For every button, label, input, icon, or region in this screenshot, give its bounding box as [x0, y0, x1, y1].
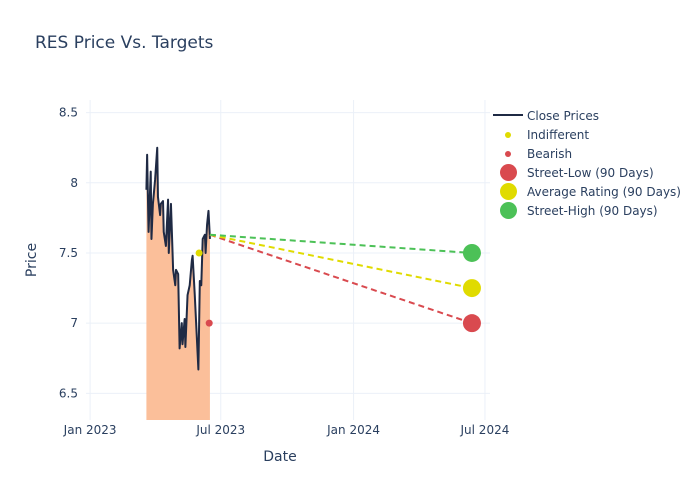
legend-label: Bearish	[527, 146, 573, 161]
target-marker	[462, 314, 481, 333]
legend-symbol	[492, 182, 526, 201]
x-axis-label: Date	[263, 449, 296, 465]
target-line	[209, 233, 473, 254]
legend-item[interactable]: Street-Low (90 Days)	[492, 163, 681, 182]
x-tick-label: Jul 2024	[460, 423, 510, 437]
y-tick-label: 8.5	[59, 106, 78, 120]
gridlines	[86, 100, 490, 420]
legend-symbol	[492, 163, 526, 182]
target-line	[209, 233, 473, 290]
legend-label: Street-High (90 Days)	[527, 203, 658, 218]
legend-symbol	[492, 201, 526, 220]
y-tick-label: 7	[70, 316, 78, 330]
plot-area	[145, 146, 481, 420]
y-axis-label: Price	[24, 243, 40, 277]
legend-label: Average Rating (90 Days)	[527, 184, 681, 199]
y-axis: 6.5 7 7.5 8 8.5	[59, 106, 78, 401]
legend-symbol	[492, 144, 526, 163]
legend-item[interactable]: Close Prices	[492, 106, 681, 125]
legend-item[interactable]: Bearish	[492, 144, 681, 163]
target-marker	[462, 243, 481, 262]
close-price-line	[145, 146, 211, 371]
y-tick-label: 6.5	[59, 386, 78, 400]
target-line	[209, 233, 473, 325]
x-tick-label: Jan 2023	[63, 423, 117, 437]
chart-title: RES Price Vs. Targets	[35, 33, 214, 53]
y-tick-label: 7.5	[59, 246, 78, 260]
legend-label: Close Prices	[527, 108, 600, 123]
x-tick-label: Jan 2024	[326, 423, 380, 437]
target-marker	[462, 279, 481, 298]
x-axis: Jan 2023 Jul 2023 Jan 2024 Jul 2024	[63, 423, 510, 437]
legend-label: Street-Low (90 Days)	[527, 165, 654, 180]
legend: Close Prices Indifferent Bearish Street-Low…	[492, 106, 681, 220]
legend-item[interactable]: Indifferent	[492, 125, 681, 144]
legend-item[interactable]: Average Rating (90 Days)	[492, 182, 681, 201]
legend-label: Indifferent	[527, 127, 590, 142]
rating-marker	[195, 249, 203, 257]
legend-symbol	[492, 125, 526, 144]
x-tick-label: Jul 2023	[195, 423, 245, 437]
legend-symbol	[492, 106, 526, 125]
y-tick-label: 8	[70, 176, 78, 190]
legend-item[interactable]: Street-High (90 Days)	[492, 201, 681, 220]
rating-marker	[205, 319, 213, 327]
